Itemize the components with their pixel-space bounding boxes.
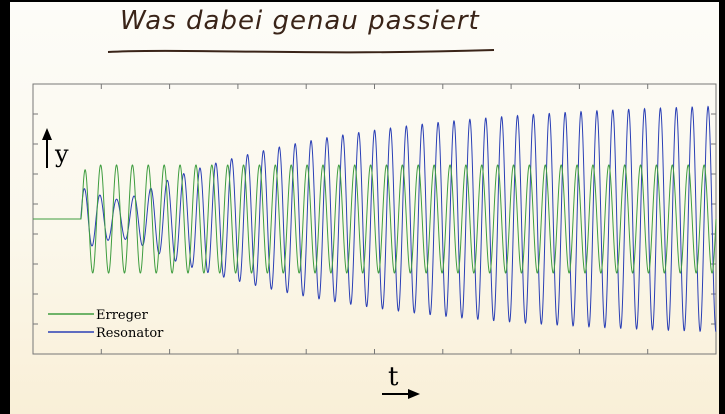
plot-curves xyxy=(33,105,717,333)
axis-ticks xyxy=(33,84,716,354)
y-axis-label: y xyxy=(54,140,69,168)
title-underline xyxy=(107,49,495,54)
x-axis-label: t xyxy=(388,362,399,392)
legend-label-resonator: Resonator xyxy=(96,326,164,341)
series-line-resonator xyxy=(33,105,717,333)
y-arrow-head xyxy=(42,128,52,140)
slide-title: Was dabei genau passiert xyxy=(120,6,480,36)
slide: Was dabei genau passiert y t Erreger Res… xyxy=(10,2,719,414)
x-arrow-head xyxy=(408,389,420,399)
legend: Erreger Resonator xyxy=(48,308,164,341)
oscillation-chart: y t Erreger Resonator xyxy=(32,83,717,399)
series-line-erreger xyxy=(33,164,717,274)
legend-label-erreger: Erreger xyxy=(96,308,149,323)
